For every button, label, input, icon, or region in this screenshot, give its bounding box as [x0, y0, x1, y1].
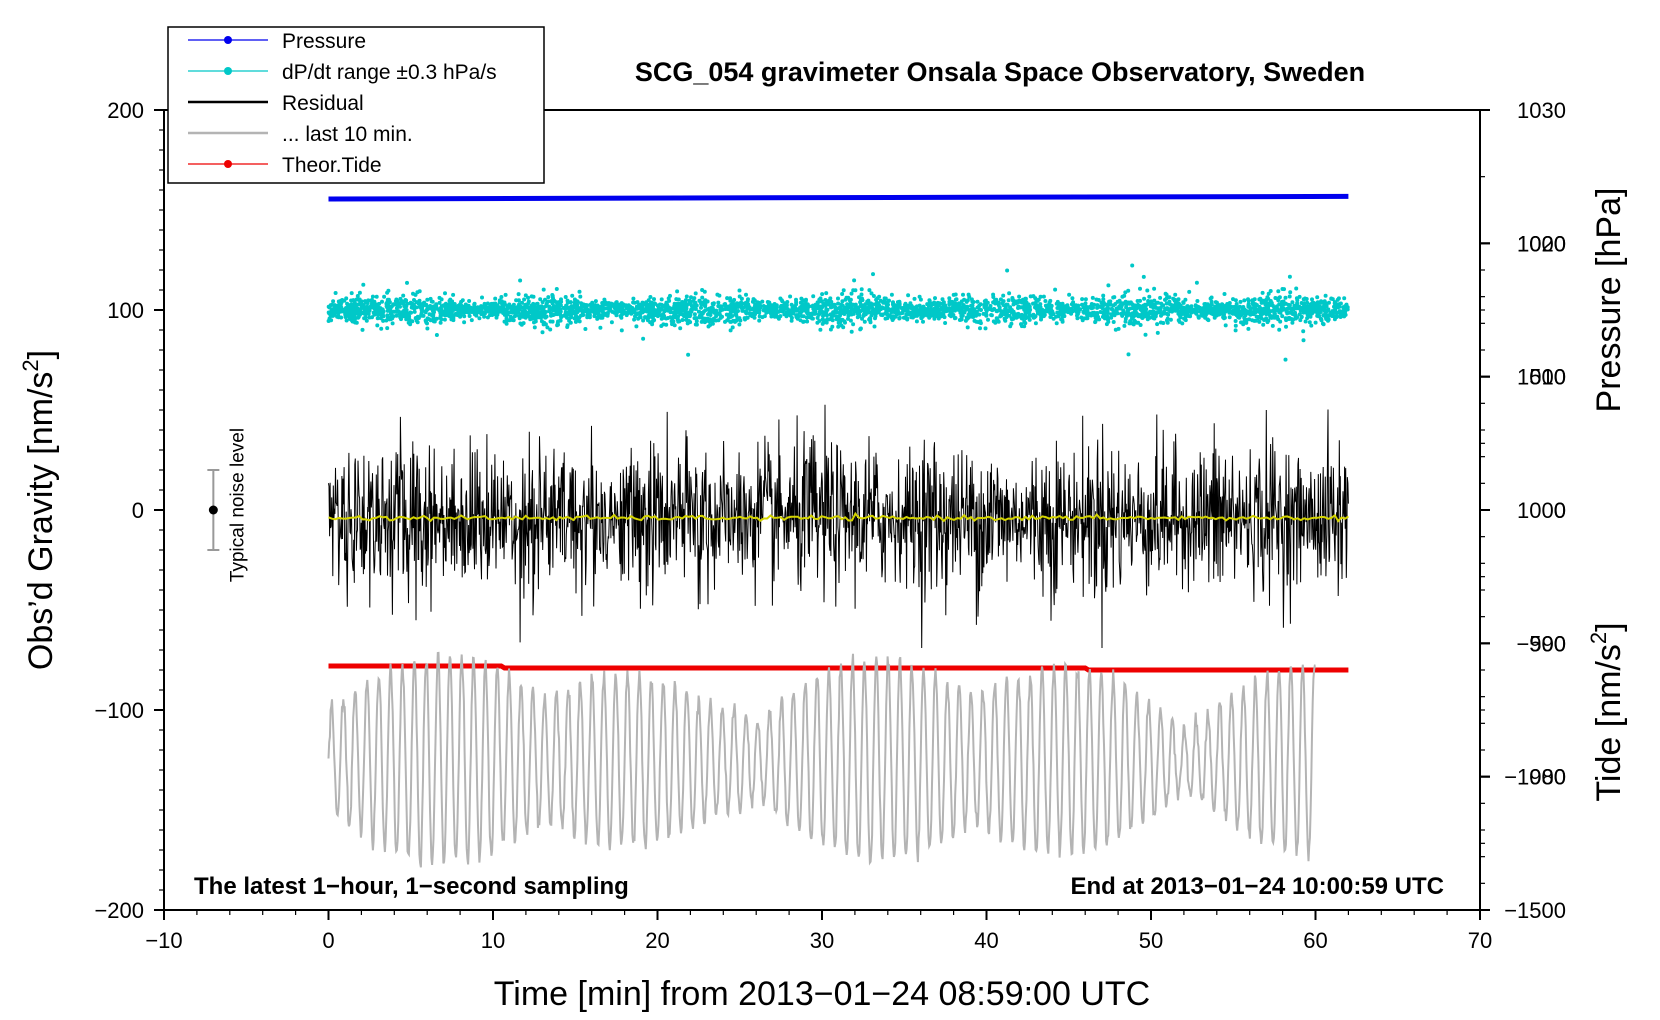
annotation-left: The latest 1−hour, 1−second sampling — [194, 873, 629, 900]
y-axis-title-left-main: Obs’d Gravity [nm/s — [22, 372, 60, 671]
ticks-layer: −10 0 10 20 30 40 50 60 702001000−100−2009809901… — [94, 98, 1566, 953]
legend-item: ... last 10 min. — [188, 123, 413, 146]
y-tick-label: 100 — [107, 298, 144, 323]
y-tick-label: −100 — [94, 698, 144, 723]
residual-series — [328, 404, 1349, 649]
y-tick-label: −200 — [94, 898, 144, 923]
legend-swatch-dot — [224, 36, 232, 44]
x-tick-label: 70 — [1468, 928, 1492, 953]
y-tick-label: 0 — [132, 498, 144, 523]
tide-tick-label: 500 — [1529, 365, 1566, 390]
x-axis-title: Time [min] from 2013−01−24 08:59:00 UTC — [494, 975, 1150, 1013]
noise-level-label: Typical noise level — [227, 428, 248, 582]
x-tick-label: 10 — [481, 928, 505, 953]
dpdt-series — [326, 263, 1350, 362]
pressure-tick-label: 1020 — [1517, 231, 1566, 256]
legend-label: dP/dt range ±0.3 hPa/s — [282, 61, 497, 84]
x-tick-label: 20 — [645, 928, 669, 953]
pressure-tick-label: 990 — [1529, 631, 1566, 656]
tide-tick-label: −500 — [1516, 631, 1566, 656]
y-axis-title-tide-end: ] — [1590, 622, 1628, 631]
x-tick-label: 0 — [322, 928, 334, 953]
tide-tick-label: 0 — [1554, 498, 1566, 523]
y-axis-title-pressure: Pressure [hPa] — [1590, 188, 1628, 413]
noise-bar-dot — [208, 505, 218, 515]
x-tick-label: 60 — [1303, 928, 1327, 953]
tide-tick-label: −1000 — [1504, 765, 1566, 790]
residual-smoothed-series — [328, 511, 1349, 523]
legend-label: Theor.Tide — [282, 154, 382, 177]
legend-item: Residual — [188, 92, 364, 115]
legend-item: Theor.Tide — [188, 154, 382, 177]
tide-tick-label: 1000 — [1517, 231, 1566, 256]
legend-label: Pressure — [282, 30, 366, 53]
legend: Pressure dP/dt range ±0.3 hPa/s Residual..… — [167, 26, 545, 184]
legend-item: dP/dt range ±0.3 hPa/s — [188, 61, 497, 84]
y-axis-title-tide: Tide [nm/s2] — [1586, 622, 1628, 801]
pressure-tick-label: 1000 — [1517, 498, 1566, 523]
legend-label: ... last 10 min. — [282, 123, 413, 146]
series-layer — [326, 193, 1350, 868]
pressure-series — [328, 193, 1349, 202]
pressure-tick-label: 980 — [1529, 765, 1566, 790]
tide-tick-label: −1500 — [1504, 898, 1566, 923]
y-axis-title-tide-sup: 2 — [1586, 632, 1611, 644]
legend-box — [167, 26, 545, 184]
last-10-min-series — [327, 651, 1316, 868]
legend-swatch-dot — [224, 160, 232, 168]
noise-level-indicator: Typical noise level — [207, 428, 248, 582]
chart-title: SCG_054 gravimeter Onsala Space Observat… — [635, 57, 1365, 87]
x-tick-label: 30 — [810, 928, 834, 953]
y-tick-label: 200 — [107, 98, 144, 123]
x-tick-label: −10 — [145, 928, 182, 953]
y-axis-title-tide-main: Tide [nm/s — [1590, 644, 1628, 801]
y-axis-title-left: Obs’d Gravity [nm/s2] — [18, 350, 60, 670]
pressure-tick-label: 1030 — [1517, 98, 1566, 123]
y-axis-title-left-sup: 2 — [18, 359, 43, 371]
legend-swatch-dot — [224, 67, 232, 75]
pressure-tick-label: 1010 — [1517, 365, 1566, 390]
x-tick-label: 40 — [974, 928, 998, 953]
x-tick-label: 50 — [1139, 928, 1163, 953]
legend-label: Residual — [282, 92, 364, 115]
y-axis-title-left-end: ] — [22, 350, 60, 359]
annotation-right: End at 2013−01−24 10:00:59 UTC — [1070, 873, 1444, 900]
legend-item: Pressure — [188, 30, 366, 53]
